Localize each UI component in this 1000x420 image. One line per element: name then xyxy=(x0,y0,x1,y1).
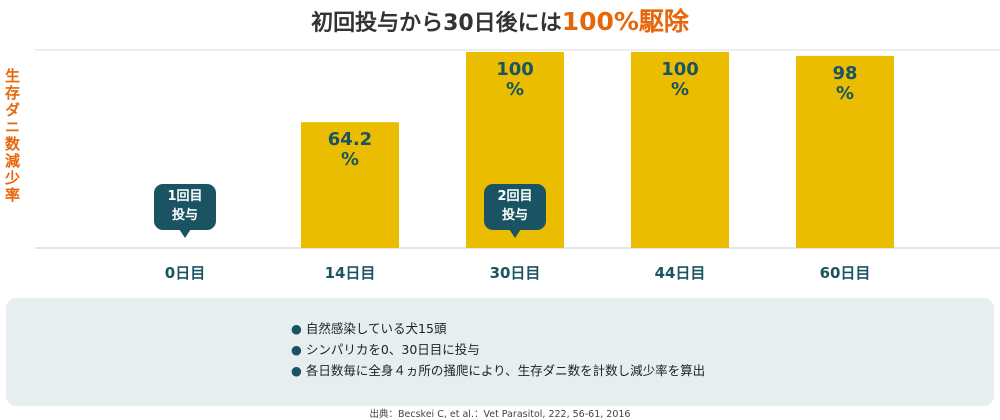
plot xyxy=(35,49,1000,249)
value-label: 100 % xyxy=(496,59,534,100)
note: 自然感染している犬15頭 xyxy=(291,318,447,337)
x-tick-label: 14日目 xyxy=(324,264,376,282)
x-tick-label: 60日目 xyxy=(819,264,871,282)
x-tick-label: 0日目 xyxy=(164,264,206,282)
title-wrap: 初回投与から30日後には100%駆除 xyxy=(0,2,1000,38)
x-tick-label: 44日目 xyxy=(654,264,706,282)
bar xyxy=(796,55,894,248)
chart-title: 初回投与から30日後には xyxy=(311,11,562,36)
bar xyxy=(301,122,399,248)
source: 出典：Becskei C, et al.：Vet Parasitol, 222,… xyxy=(369,409,631,420)
y-axis-label: 生存ダニ数減少率 xyxy=(3,68,21,204)
title-highlight: 100%駆除 xyxy=(561,7,689,36)
value-label: 98 % xyxy=(832,62,858,104)
x-tick-label: 30日目 xyxy=(489,264,541,282)
note: シンパリカを0、30日目に投与 xyxy=(291,339,480,358)
note: 各日数毎に全身４ヵ所の掻爬により、生存ダニ数を計数し減少率を算出 xyxy=(291,360,705,379)
value-label: 100 % xyxy=(661,59,699,100)
callout: 2回目 投与 xyxy=(484,184,546,238)
callout: 1回目 投与 xyxy=(154,184,216,238)
bar xyxy=(631,52,729,248)
notes-box: 自然感染している犬15頭シンパリカを0、30日目に投与各日数毎に全身４ヵ所の掻爬… xyxy=(6,298,994,406)
value-label: 64.2 % xyxy=(327,129,373,171)
